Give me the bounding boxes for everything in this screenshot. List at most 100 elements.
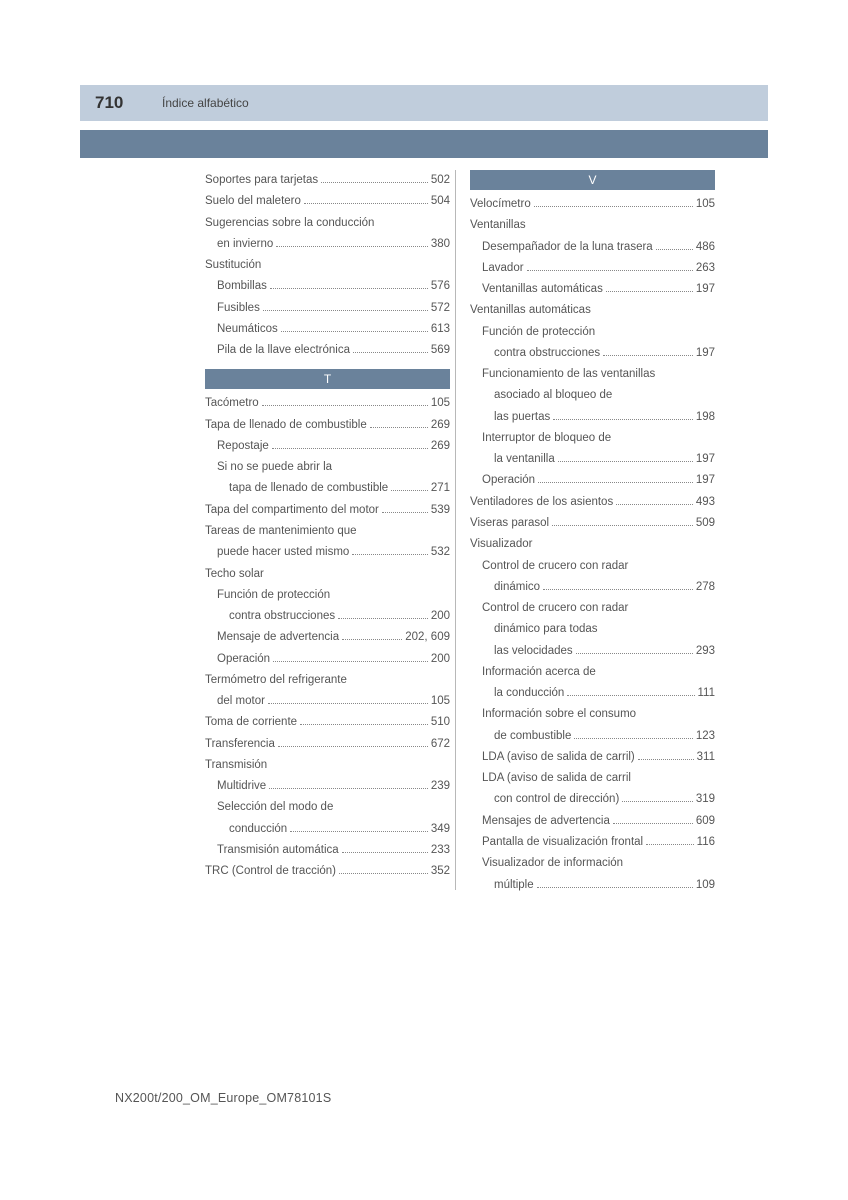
index-entry: Ventanillas automáticas bbox=[470, 300, 715, 321]
index-label: puede hacer usted mismo bbox=[217, 542, 349, 563]
index-label: Pantalla de visualización frontal bbox=[482, 832, 643, 853]
index-entry: Transmisión automática233 bbox=[205, 840, 450, 861]
leader-dots bbox=[574, 738, 692, 739]
index-label: Selección del modo de bbox=[217, 797, 333, 818]
index-entry: Suelo del maletero504 bbox=[205, 191, 450, 212]
index-page: 311 bbox=[697, 747, 715, 768]
index-page: 197 bbox=[696, 449, 715, 470]
index-label: contra obstrucciones bbox=[494, 343, 600, 364]
index-label: Visualizador de información bbox=[482, 853, 623, 874]
leader-dots bbox=[538, 482, 693, 483]
index-entry: Sustitución bbox=[205, 255, 450, 276]
index-label: Suelo del maletero bbox=[205, 191, 301, 212]
index-label: del motor bbox=[217, 691, 265, 712]
index-label: asociado al bloqueo de bbox=[494, 385, 612, 406]
index-page: 293 bbox=[696, 641, 715, 662]
index-entry: Funcionamiento de las ventanillas bbox=[470, 364, 715, 385]
index-label: Velocímetro bbox=[470, 194, 531, 215]
index-page: 197 bbox=[696, 343, 715, 364]
index-page: 116 bbox=[697, 832, 715, 853]
index-entry: contra obstrucciones 197 bbox=[470, 343, 715, 364]
index-entry: tapa de llenado de combustible271 bbox=[205, 478, 450, 499]
index-label: en invierno bbox=[217, 234, 273, 255]
index-entry: Ventanillas automáticas197 bbox=[470, 279, 715, 300]
leader-dots bbox=[269, 788, 428, 789]
index-entry: Transferencia672 bbox=[205, 734, 450, 755]
index-page: 239 bbox=[431, 776, 450, 797]
section-header-t: T bbox=[205, 369, 450, 389]
index-entry: dinámico para todas bbox=[470, 619, 715, 640]
index-entry: Control de crucero con radar bbox=[470, 598, 715, 619]
index-page: 109 bbox=[696, 875, 715, 896]
index-label: Operación bbox=[482, 470, 535, 491]
index-entry: Pila de la llave electrónica569 bbox=[205, 340, 450, 361]
index-entry: Neumáticos613 bbox=[205, 319, 450, 340]
index-entry: contra obstrucciones200 bbox=[205, 606, 450, 627]
leader-dots bbox=[281, 331, 428, 332]
index-page: 263 bbox=[696, 258, 715, 279]
index-page: 569 bbox=[431, 340, 450, 361]
leader-dots bbox=[270, 288, 428, 289]
index-label: Sustitución bbox=[205, 255, 261, 276]
index-label: contra obstrucciones bbox=[229, 606, 335, 627]
index-label: Mensajes de advertencia bbox=[482, 811, 610, 832]
index-label: Techo solar bbox=[205, 564, 264, 585]
leader-dots bbox=[339, 873, 428, 874]
index-label: LDA (aviso de salida de carril) bbox=[482, 747, 635, 768]
leader-dots bbox=[558, 461, 693, 462]
index-label: Ventanillas bbox=[470, 215, 526, 236]
leader-dots bbox=[656, 249, 693, 250]
index-entry: Interruptor de bloqueo de bbox=[470, 428, 715, 449]
index-entry: Mensajes de advertencia 609 bbox=[470, 811, 715, 832]
index-entry: Tacómetro105 bbox=[205, 393, 450, 414]
index-page: 197 bbox=[696, 279, 715, 300]
index-entry: Velocímetro105 bbox=[470, 194, 715, 215]
leader-dots bbox=[338, 618, 428, 619]
index-entry: Toma de corriente510 bbox=[205, 712, 450, 733]
index-entry: Información sobre el consumo bbox=[470, 704, 715, 725]
leader-dots bbox=[290, 831, 428, 832]
index-entry: conducción349 bbox=[205, 819, 450, 840]
index-label: Transmisión automática bbox=[217, 840, 339, 861]
index-page: 609 bbox=[696, 811, 715, 832]
leader-dots bbox=[353, 352, 428, 353]
index-columns: Soportes para tarjetas502Suelo del malet… bbox=[205, 170, 715, 896]
index-label: Fusibles bbox=[217, 298, 260, 319]
leader-dots bbox=[352, 554, 427, 555]
leader-dots bbox=[263, 310, 428, 311]
index-entry: asociado al bloqueo de bbox=[470, 385, 715, 406]
index-entry: Viseras parasol509 bbox=[470, 513, 715, 534]
index-label: la conducción bbox=[494, 683, 564, 704]
index-label: Información acerca de bbox=[482, 662, 596, 683]
index-page: 510 bbox=[431, 712, 450, 733]
leader-dots bbox=[278, 746, 428, 747]
index-page: 105 bbox=[431, 691, 450, 712]
index-entry: Visualizador de información bbox=[470, 853, 715, 874]
index-label: Visualizador bbox=[470, 534, 532, 555]
index-entry: TRC (Control de tracción)352 bbox=[205, 861, 450, 882]
index-page: 352 bbox=[431, 861, 450, 882]
index-entry: en invierno380 bbox=[205, 234, 450, 255]
index-entry: Multidrive239 bbox=[205, 776, 450, 797]
leader-dots bbox=[646, 844, 694, 845]
index-label: Viseras parasol bbox=[470, 513, 549, 534]
index-label: Tapa de llenado de combustible bbox=[205, 415, 367, 436]
index-page: 200 bbox=[431, 649, 450, 670]
index-label: Funcionamiento de las ventanillas bbox=[482, 364, 655, 385]
index-entry: Repostaje269 bbox=[205, 436, 450, 457]
index-label: con control de dirección) bbox=[494, 789, 619, 810]
index-label: tapa de llenado de combustible bbox=[229, 478, 388, 499]
index-entry: Operación 197 bbox=[470, 470, 715, 491]
leader-dots bbox=[606, 291, 693, 292]
index-page: 539 bbox=[431, 500, 450, 521]
leader-dots bbox=[527, 270, 693, 271]
index-page: 197 bbox=[696, 470, 715, 491]
index-label: las puertas bbox=[494, 407, 550, 428]
leader-dots bbox=[613, 823, 693, 824]
index-entry: puede hacer usted mismo 532 bbox=[205, 542, 450, 563]
leader-dots bbox=[321, 182, 428, 183]
index-label: Transferencia bbox=[205, 734, 275, 755]
index-page: 532 bbox=[431, 542, 450, 563]
index-entry: Función de protección bbox=[205, 585, 450, 606]
index-entry: Desempañador de la luna trasera486 bbox=[470, 237, 715, 258]
